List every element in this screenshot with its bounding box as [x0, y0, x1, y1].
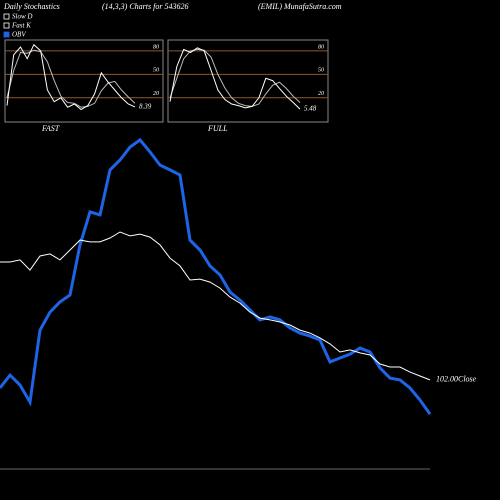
legend-swatch — [3, 13, 10, 20]
y-tick-label: 80 — [318, 44, 324, 50]
legend-label: Slow D — [12, 13, 32, 21]
panel-title: FAST — [41, 124, 60, 133]
y-tick-label: 80 — [153, 44, 159, 50]
panel-frame — [4, 39, 164, 123]
close-line — [0, 231, 431, 381]
legend-swatch — [3, 31, 10, 38]
y-tick-label: 50 — [153, 68, 159, 74]
stoch-line — [6, 43, 136, 111]
y-tick-label: 50 — [318, 68, 324, 74]
y-tick-label: 20 — [318, 91, 324, 97]
header-center: (14,3,3) Charts for 543626 — [102, 2, 188, 11]
y-tick-label: 20 — [153, 91, 159, 97]
panel-title: FULL — [207, 124, 228, 133]
last-value-label: 5.48 — [304, 105, 317, 113]
legend-swatch — [3, 22, 10, 29]
header-right: (EMIL) MunafaSutra.com — [258, 2, 342, 11]
legend-label: Fast K — [11, 22, 31, 30]
end-label: 102.00Close — [436, 375, 477, 384]
last-value-label: 8.39 — [139, 102, 152, 110]
header-left: Daily Stochastics — [3, 2, 60, 11]
panel-frame — [167, 39, 329, 123]
stoch-line — [169, 48, 301, 107]
obv-line — [0, 137, 432, 415]
stoch-line — [169, 47, 301, 110]
legend-label: OBV — [12, 31, 26, 39]
stoch-line — [6, 49, 136, 108]
